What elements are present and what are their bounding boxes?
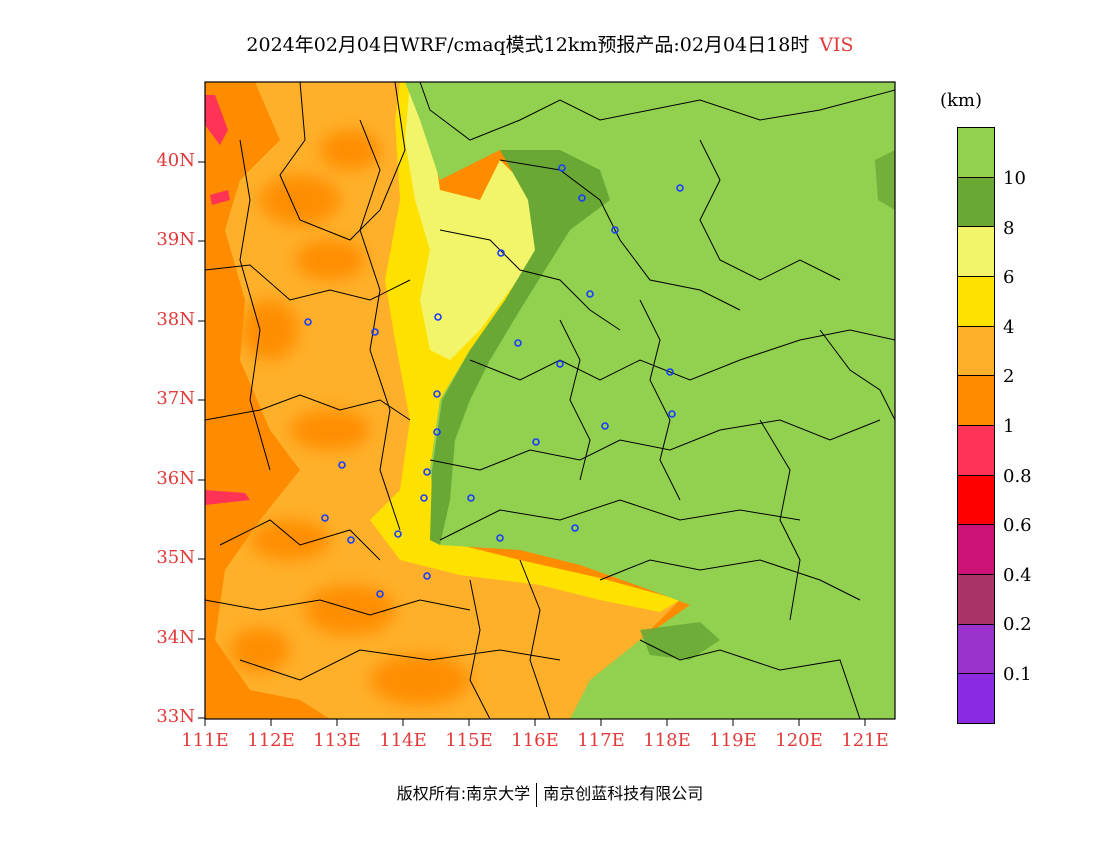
lon-label-112e: 112E [247, 730, 295, 751]
title-text: 2024年02月04日WRF/cmaq模式12km预报产品:02月04日18时 [246, 34, 810, 56]
legend-swatch [957, 176, 995, 228]
vis-patch-0.8-1km-west [205, 490, 250, 505]
vis-patch-0.8-1km-northwest [205, 95, 228, 145]
legend-label-8: 8 [1003, 218, 1015, 239]
vis-zone-6-8km [405, 82, 540, 360]
lon-label-115e: 115E [445, 730, 493, 751]
credits-separator [536, 782, 538, 807]
legend-swatch [957, 276, 995, 327]
legend-label-0-2: 0.2 [1003, 614, 1032, 635]
legend-swatch [957, 375, 995, 426]
lon-label-121e: 121E [841, 730, 889, 751]
legend-swatch [957, 226, 995, 277]
lon-label-116e: 116E [511, 730, 559, 751]
legend-label-1: 1 [1003, 416, 1015, 437]
lat-label-35n: 35N [156, 547, 195, 568]
legend-label-0-4: 0.4 [1003, 565, 1032, 586]
legend-label-0-1: 0.1 [1003, 664, 1032, 685]
legend-label-0-6: 0.6 [1003, 515, 1032, 536]
legend-label-10: 10 [1003, 168, 1026, 189]
variable-label: VIS [819, 34, 854, 56]
legend-label-4: 4 [1003, 317, 1015, 338]
copyright-footer: 版权所有:南京大学 南京创蓝科技有限公司 [0, 780, 1100, 807]
legend-swatch [957, 574, 995, 625]
vis-patch-8-10km-east [875, 150, 895, 210]
lon-label-118e: 118E [643, 730, 691, 751]
vis-zone-above-10km [405, 82, 895, 719]
copyright-company: 南京创蓝科技有限公司 [543, 784, 704, 803]
lon-label-113e: 113E [313, 730, 361, 751]
legend-label-2: 2 [1003, 366, 1015, 387]
lon-label-120e: 120E [775, 730, 823, 751]
vis-patch-0.8-1km-small [210, 190, 230, 205]
axis-ticks [198, 161, 866, 726]
lon-label-117e: 117E [577, 730, 625, 751]
city-markers [304, 164, 684, 598]
legend-unit: (km) [940, 90, 983, 111]
lon-label-119e: 119E [709, 730, 757, 751]
lat-label-39n: 39N [156, 229, 195, 250]
vis-zone-8-10km [430, 150, 610, 545]
lon-label-114e: 114E [379, 730, 427, 751]
legend-label-0-8: 0.8 [1003, 466, 1032, 487]
legend-swatch [957, 127, 995, 178]
lat-label-37n: 37N [156, 388, 195, 409]
legend-swatch [957, 325, 995, 377]
map-title: 2024年02月04日WRF/cmaq模式12km预报产品:02月04日18时 V… [0, 30, 1100, 57]
legend-label-6: 6 [1003, 267, 1015, 288]
legend-swatch [957, 623, 995, 675]
lon-label-111e: 111E [181, 730, 229, 751]
lat-label-34n: 34N [156, 627, 195, 648]
lat-label-36n: 36N [156, 468, 195, 489]
legend-swatch [957, 673, 995, 724]
color-legend [957, 127, 997, 724]
copyright-owner: 版权所有:南京大学 [396, 784, 531, 803]
lat-label-40n: 40N [156, 150, 195, 171]
lat-label-33n: 33N [156, 706, 195, 727]
lat-label-38n: 38N [156, 309, 195, 330]
legend-swatch [957, 425, 995, 476]
legend-swatch [957, 474, 995, 526]
admin-boundaries [205, 82, 895, 719]
legend-swatch [957, 524, 995, 575]
